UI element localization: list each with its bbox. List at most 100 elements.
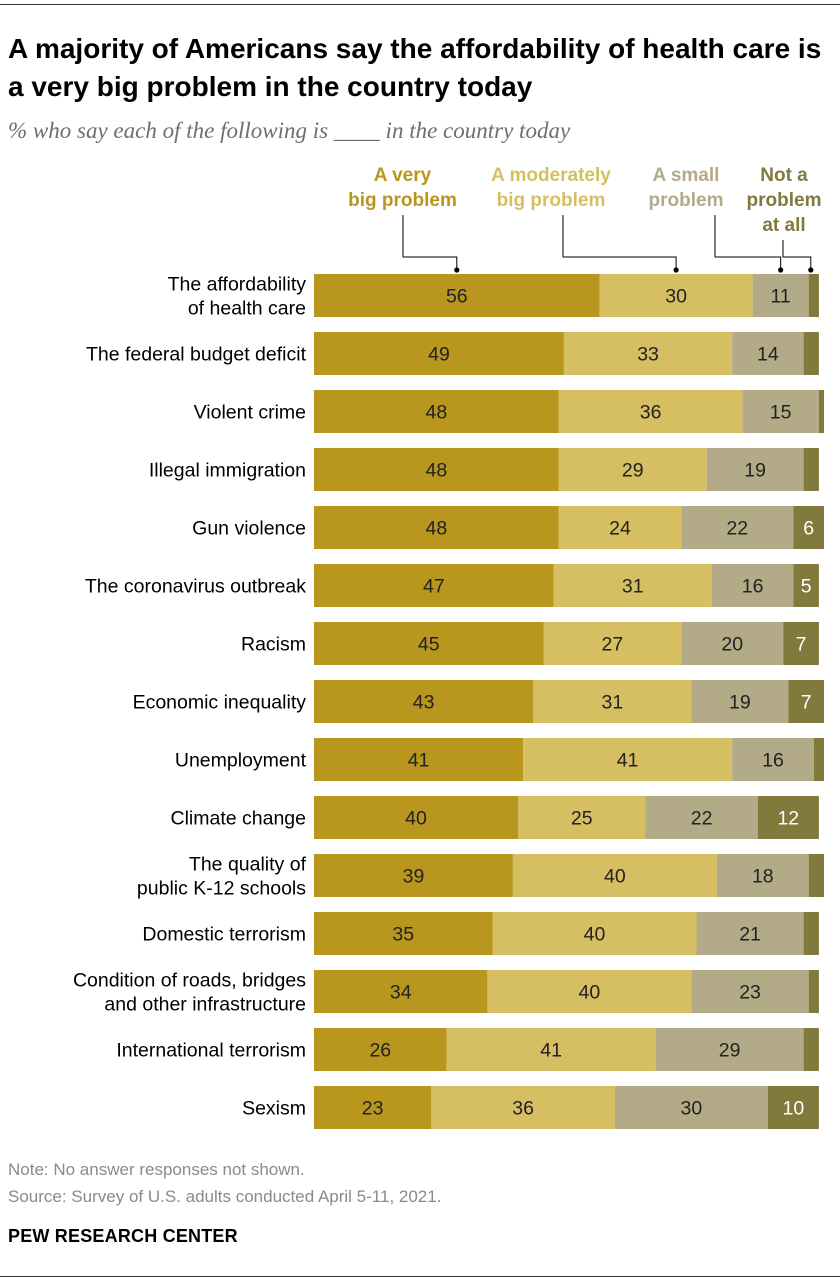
bar-segment [783, 622, 819, 665]
category-label: The quality of public K-12 schools [137, 854, 307, 900]
bar-segment [314, 854, 513, 897]
data-label: 21 [739, 924, 761, 946]
category-label: Condition of roads, bridges and other inf… [73, 970, 306, 1016]
legend-very-big-line2: big problem [348, 190, 457, 211]
bar-segment [808, 274, 819, 317]
top-rule [0, 4, 840, 5]
data-label: 36 [640, 402, 662, 424]
chart-subtitle: % who say each of the following is ____ … [8, 118, 571, 143]
data-label: 39 [403, 866, 425, 888]
legend-not-a-problem: Not a problem at all [738, 163, 830, 238]
bar-segment [803, 912, 819, 955]
pew-research-center-logo: PEW RESEARCH CENTER [8, 1226, 238, 1246]
legend-not-a-problem-line1: Not a [760, 165, 808, 186]
bar-segment [716, 854, 809, 897]
bar-segment [691, 680, 789, 723]
bar-segment [533, 680, 692, 723]
bar-segment [314, 274, 600, 317]
bar-segment [706, 448, 804, 491]
data-label: 14 [757, 344, 779, 366]
legend-moderately-big-line2: big problem [496, 190, 606, 211]
legend-leader-dot [673, 267, 679, 273]
data-label: 19 [729, 692, 751, 714]
category-label: The affordability of health care [168, 274, 307, 320]
bar-segment [614, 1086, 768, 1129]
data-label: 30 [665, 286, 687, 308]
data-label: 10 [783, 1098, 805, 1120]
legend-small: A small problem [634, 163, 738, 213]
data-label: 6 [803, 518, 814, 540]
data-label: 7 [801, 692, 812, 714]
data-label: 7 [796, 634, 807, 656]
bar-segment [767, 1086, 819, 1129]
data-label: 19 [744, 460, 766, 482]
bar-segment [691, 970, 809, 1013]
data-label: 41 [408, 750, 430, 772]
bar-segment [681, 506, 794, 549]
category-label: Sexism [242, 1098, 306, 1120]
source-note: Source: Survey of U.S. adults conducted … [8, 1187, 442, 1206]
bar-segment [543, 622, 682, 665]
bar-segment [803, 448, 819, 491]
bar-segment [523, 738, 733, 781]
data-label: 22 [691, 808, 713, 830]
legend-very-big: A very big problem [330, 163, 475, 213]
bar-segment [803, 332, 819, 375]
legend-moderately-big: A moderately big problem [475, 163, 627, 213]
data-label: 43 [413, 692, 435, 714]
data-label: 31 [601, 692, 623, 714]
legend-leader-line [402, 215, 458, 270]
data-label: 23 [739, 982, 761, 1004]
bar-segment [732, 332, 804, 375]
bar-segment [793, 564, 819, 607]
bar-segment [752, 274, 809, 317]
data-label: 36 [512, 1098, 534, 1120]
data-label: 41 [540, 1040, 562, 1062]
data-label: 24 [609, 518, 631, 540]
bar-segment [314, 1028, 447, 1071]
bar-segment [314, 564, 554, 607]
data-label: 40 [579, 982, 601, 1004]
category-label: Domestic terrorism [142, 924, 306, 946]
bar-segment [793, 506, 824, 549]
bar-segment [558, 448, 707, 491]
data-label: 40 [584, 924, 606, 946]
bar-segment [645, 796, 758, 839]
data-label: 33 [637, 344, 659, 366]
data-label: 56 [446, 286, 468, 308]
data-label: 48 [426, 460, 448, 482]
data-label: 11 [771, 286, 791, 308]
bar-segment [553, 564, 712, 607]
bar-segment [314, 332, 564, 375]
data-label: 40 [405, 808, 427, 830]
legend-small-line1: A small [652, 165, 720, 186]
category-label: The federal budget deficit [86, 344, 307, 366]
data-label: 12 [777, 808, 799, 830]
data-label: 5 [801, 576, 812, 598]
category-label: The coronavirus outbreak [85, 576, 306, 598]
category-label: Unemployment [175, 750, 307, 772]
category-label: Economic inequality [133, 692, 307, 714]
data-label: 31 [622, 576, 644, 598]
bar-segment [446, 1028, 656, 1071]
bar-segment [818, 390, 824, 433]
legend-small-line2: problem [648, 190, 724, 211]
bar-segment [314, 390, 559, 433]
bar-segment [808, 970, 819, 1013]
data-label: 41 [617, 750, 639, 772]
bar-segment [711, 564, 794, 607]
legend-moderately-big-line1: A moderately [491, 165, 611, 186]
footnote: Note: No answer responses not shown. [8, 1160, 305, 1179]
data-label: 15 [770, 402, 792, 424]
bar-segment [808, 854, 824, 897]
bar-segment [492, 912, 697, 955]
category-label: Climate change [171, 808, 307, 830]
data-label: 16 [742, 576, 764, 598]
bar-segment [732, 738, 814, 781]
data-label: 45 [418, 634, 440, 656]
data-label: 29 [719, 1040, 741, 1062]
legend-leader-dot [808, 267, 814, 273]
legend-not-a-problem-line2: problem [746, 190, 822, 211]
data-label: 22 [726, 518, 748, 540]
